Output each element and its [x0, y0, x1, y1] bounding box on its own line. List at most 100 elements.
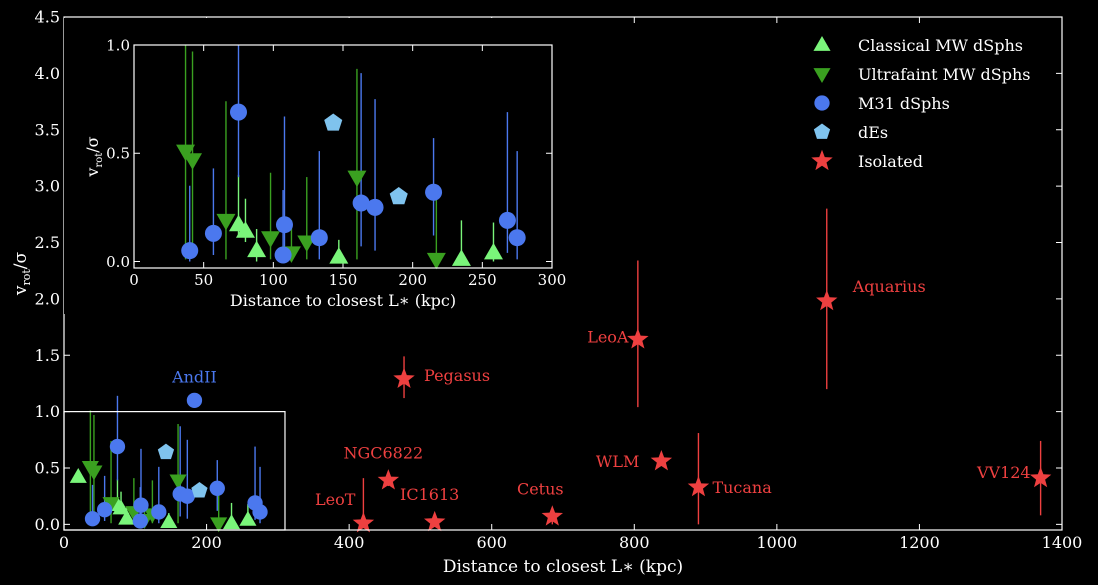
star-marker [352, 511, 375, 533]
star-marker [627, 328, 649, 349]
main-y-tick-label: 0.0 [35, 515, 60, 534]
point-label: LeoA [587, 327, 629, 346]
legend: Classical MW dSphs Ultrafaint MW dSphs M31… [811, 36, 1031, 171]
point-label: Cetus [517, 479, 564, 498]
circle-marker [204, 224, 222, 242]
main-x-axis-label: Distance to closest L∗ (kpc) [443, 557, 683, 577]
inset-points [176, 103, 526, 270]
inset-ticks: 0 50 100 150 200 250 300 0.0 0.5 1.0 [106, 36, 566, 289]
triangle-up-marker [451, 249, 471, 266]
main-ticks: 0 200 400 600 800 1000 1200 14000.00.51.01.52.0… [35, 8, 1083, 552]
triangle-down-marker [176, 144, 196, 162]
circle-marker [252, 504, 268, 520]
circle-marker [109, 438, 126, 455]
main-x-tick-label: 400 [334, 533, 365, 552]
inset-y-axis-label: vrot/σ [83, 136, 105, 177]
point-label: NGC6822 [343, 443, 423, 462]
circle-marker [366, 198, 384, 216]
star-marker [816, 289, 838, 311]
circle-marker [352, 194, 370, 212]
legend-triangle-down-marker [813, 68, 831, 83]
main-panel: 0 200 400 600 800 1000 1200 14000.00.51.01.52.0… [11, 8, 1082, 577]
inset-x-tick-label: 50 [194, 271, 213, 289]
inset-panel: 0 50 100 150 200 250 300 0.0 0.5 1.0 Distance to … [64, 18, 566, 314]
triangle-down-marker [169, 474, 187, 490]
inset-y-tick-label: 1.0 [106, 36, 130, 54]
inset-axes-frame [133, 44, 553, 269]
circle-marker [425, 183, 443, 201]
legend-label: Isolated [858, 152, 923, 171]
main-y-tick-label: 4.0 [35, 64, 60, 83]
main-y-tick-label: 4.5 [35, 8, 60, 27]
circle-marker [84, 511, 101, 527]
main-y-tick-label: 3.5 [35, 120, 60, 139]
triangle-up-marker [160, 513, 178, 528]
triangle-down-marker [261, 231, 281, 248]
triangle-up-marker [222, 514, 241, 530]
inset-x-tick-label: 200 [398, 271, 427, 289]
triangle-down-marker [426, 252, 446, 270]
circle-marker [186, 392, 203, 408]
main-y-tick-label: 2.5 [35, 233, 60, 252]
star-marker [687, 475, 710, 497]
star-marker [423, 510, 446, 532]
inset-x-axis-label: Distance to closest L∗ (kpc) [230, 291, 456, 310]
triangle-down-marker [85, 465, 103, 481]
pentagon-marker [324, 113, 343, 131]
inset-y-tick-label: 0.5 [106, 145, 130, 163]
main-point-labels: LeoT NGC6822 Pegasus IC1613 Cetus LeoA WLM Tuca… [171, 277, 1031, 509]
triangle-up-marker [69, 468, 87, 483]
main-points [69, 289, 1052, 533]
inset-background [64, 18, 564, 314]
star-marker [650, 449, 673, 471]
pentagon-marker [157, 443, 175, 460]
triangle-down-marker [102, 497, 120, 512]
star-marker [541, 505, 564, 526]
main-y-axis-label-sub: rot [20, 269, 33, 286]
main-x-tick-label: 1000 [756, 533, 797, 552]
legend-label: M31 dSphs [858, 94, 950, 113]
legend-label: Ultrafaint MW dSphs [858, 65, 1031, 84]
triangle-up-marker [247, 240, 267, 258]
point-label: Pegasus [424, 366, 490, 385]
main-y-tick-label: 1.5 [35, 346, 60, 365]
legend-pentagon-marker [813, 123, 831, 139]
triangle-up-marker [235, 221, 255, 238]
triangle-down-marker [210, 517, 228, 533]
point-label: WLM [596, 452, 639, 471]
pentagon-marker [191, 481, 208, 498]
triangle-up-marker [112, 499, 130, 515]
inset-x-tick-label: 100 [259, 271, 288, 289]
triangle-up-marker [239, 510, 257, 526]
main-x-tick-label: 600 [476, 533, 507, 552]
inset-x-tick-label: 250 [468, 271, 497, 289]
annotation-label: AndII [171, 367, 217, 386]
main-y-axis-label-tail: /σ [11, 251, 31, 269]
circle-marker [310, 229, 328, 247]
legend-triangle-up-marker [813, 36, 831, 51]
circle-marker [151, 504, 167, 520]
legend-star-marker [811, 149, 833, 171]
inset-x-tick-label: 300 [538, 271, 567, 289]
circle-marker [96, 502, 113, 518]
star-marker [377, 469, 400, 490]
star-marker [393, 367, 415, 389]
circle-marker [132, 513, 148, 529]
circle-marker [230, 103, 247, 121]
circle-marker [209, 480, 225, 496]
inset-y-axis-label-sub: rot [94, 153, 105, 168]
inset-y-tick-label: 0.0 [106, 253, 130, 271]
star-marker [1029, 466, 1052, 488]
main-x-tick-label: 800 [619, 533, 650, 552]
inset-x-tick-label: 150 [329, 271, 358, 289]
main-x-tick-label: 200 [191, 533, 222, 552]
main-y-tick-label: 2.0 [35, 289, 60, 308]
point-label: LeoT [315, 490, 356, 509]
circle-marker [179, 488, 195, 504]
circle-marker [274, 246, 292, 264]
triangle-up-marker [118, 509, 136, 525]
legend-circle-marker [814, 95, 830, 111]
main-y-axis-label: vrot/σ [11, 251, 33, 296]
inset-y-axis-label-v: v [83, 168, 102, 178]
